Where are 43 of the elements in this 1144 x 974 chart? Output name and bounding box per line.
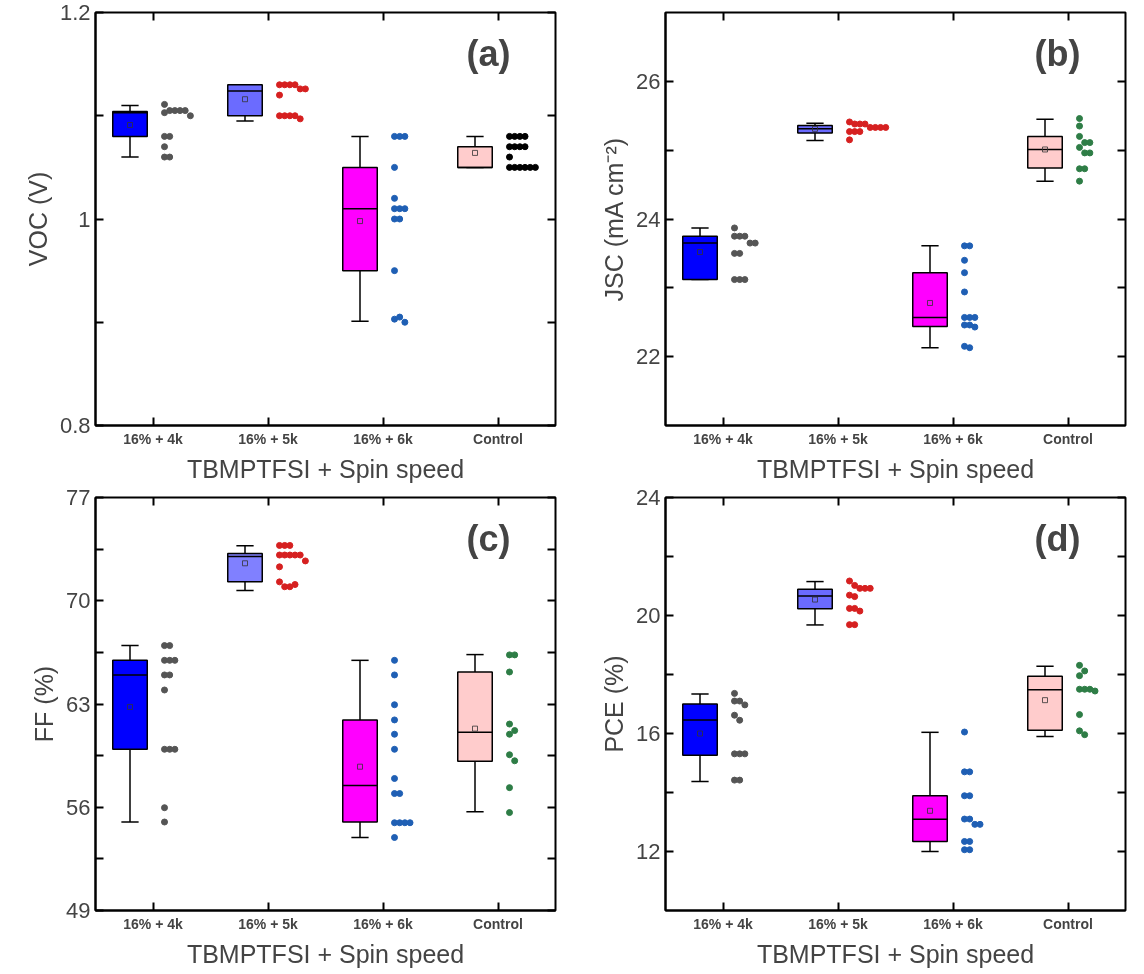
- y-axis-title: FF (%): [30, 665, 59, 743]
- annotation: (d): [1034, 517, 1081, 559]
- x-axis-title: TBMPTFSI + Spin speed: [756, 454, 1035, 483]
- y-tick-label: 16: [636, 721, 661, 746]
- x-axis-title: TBMPTFSI + Spin speed: [756, 939, 1035, 968]
- y-tick-label: 49: [66, 898, 91, 923]
- y-tick-label: 12: [636, 839, 661, 864]
- x-tick-label: Control: [1043, 915, 1093, 932]
- y-tick-label: 20: [636, 603, 661, 628]
- y-tick-label: 24: [636, 206, 661, 232]
- x-tick-label: 16% + 5k: [238, 915, 298, 932]
- x-tick-label: 16% + 5k: [808, 915, 868, 932]
- y-tick-label: 1.2: [59, 0, 91, 25]
- y-tick-label: 26: [636, 68, 661, 94]
- y-tick-label: 0.8: [59, 413, 91, 438]
- x-tick-label: 16% + 4k: [123, 430, 183, 447]
- annotation: (b): [1034, 32, 1081, 74]
- x-tick-label: Control: [473, 915, 523, 932]
- y-tick-label: 56: [66, 794, 91, 820]
- y-tick-label: 77: [66, 485, 91, 510]
- x-tick-label: 16% + 6k: [353, 430, 413, 447]
- x-axis-title: TBMPTFSI + Spin speed: [186, 939, 465, 968]
- y-tick-label: 70: [66, 588, 91, 614]
- x-tick-label: Control: [473, 430, 523, 447]
- y-axis-title: PCE (%): [600, 655, 629, 753]
- x-tick-label: 16% + 5k: [238, 430, 298, 447]
- x-tick-label: 16% + 4k: [693, 430, 753, 447]
- y-axis-title: JSC (mA cm⁻²): [600, 137, 629, 302]
- x-axis-title: TBMPTFSI + Spin speed: [186, 454, 465, 483]
- y-axis-title: VOC (V): [23, 171, 52, 267]
- x-tick-label: 16% + 4k: [123, 915, 183, 932]
- x-tick-label: 16% + 6k: [923, 430, 983, 447]
- x-tick-label: 16% + 6k: [923, 915, 983, 932]
- annotation: (c): [466, 517, 511, 559]
- x-tick-label: 16% + 6k: [353, 915, 413, 932]
- annotation: (a): [466, 32, 511, 74]
- y-tick-label: 1: [78, 206, 91, 232]
- x-tick-label: 16% + 5k: [808, 430, 868, 447]
- x-tick-label: Control: [1043, 430, 1093, 447]
- x-tick-label: 16% + 4k: [693, 915, 753, 932]
- y-tick-label: 22: [636, 344, 661, 370]
- y-tick-label: 63: [66, 691, 91, 717]
- y-tick-label: 24: [636, 485, 661, 510]
